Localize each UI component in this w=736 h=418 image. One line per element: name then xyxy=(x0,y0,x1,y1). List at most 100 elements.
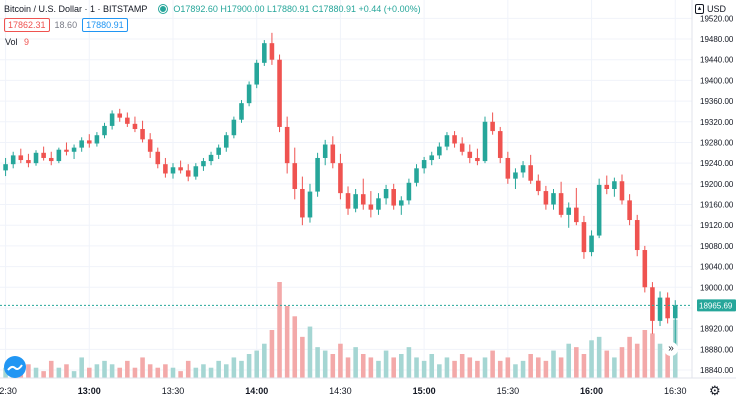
candle-body xyxy=(528,165,533,181)
volume-bar xyxy=(376,360,381,378)
candle-layer xyxy=(3,32,678,345)
time-tick-label: 13:00 xyxy=(78,386,101,396)
volume-bar xyxy=(208,367,214,378)
volume-bar xyxy=(383,350,389,378)
volume-bar xyxy=(513,364,518,378)
volume-bar xyxy=(551,350,556,378)
candle-body xyxy=(163,164,168,174)
volume-bar xyxy=(444,357,450,378)
candle-body xyxy=(406,182,412,201)
time-tick-label: 16:00 xyxy=(580,386,603,396)
symbol-title[interactable]: Bitcoin / U.S. Dollar · 1 · BITSTAMP xyxy=(4,4,148,14)
last-price-value: 18965.69 xyxy=(699,301,733,310)
volume-bar xyxy=(353,347,358,378)
candle-body xyxy=(414,168,419,183)
ohlc-values: O17892.60 H17900.00 L17880.91 C17880.91 … xyxy=(173,4,421,14)
price-tick-label: 19000.00 xyxy=(700,283,734,292)
volume-bar xyxy=(406,347,412,378)
volume-bar xyxy=(475,360,480,378)
time-axis: 12:30 13:00 13:30 14:00 14:30 15:00 15:30 16:00… xyxy=(0,386,687,396)
price-axis: 19520.00 19480.00 19440.00 19400.00 19360.00… xyxy=(700,14,734,375)
volume-bar xyxy=(596,336,602,378)
candle-body xyxy=(18,155,24,161)
candle-body xyxy=(619,181,625,201)
chart-legend: Bitcoin / U.S. Dollar · 1 · BITSTAMP O17… xyxy=(4,2,421,16)
price-tick-label: 19240.00 xyxy=(700,159,734,168)
price-tick-label: 19120.00 xyxy=(700,221,734,230)
candle-body xyxy=(185,170,191,177)
volume-bar xyxy=(64,364,69,378)
price-tick-label: 19320.00 xyxy=(700,118,734,127)
volume-bar xyxy=(497,360,503,378)
candle-body xyxy=(87,140,92,144)
time-tick-label: 15:30 xyxy=(497,386,520,396)
candle-body xyxy=(391,189,396,206)
volume-bar xyxy=(33,367,39,378)
volume-bar xyxy=(421,360,427,378)
price-tick-label: 18880.00 xyxy=(700,345,734,354)
volume-bar xyxy=(269,330,275,378)
price-tick-label: 18920.00 xyxy=(700,325,734,334)
candle-body xyxy=(551,193,556,205)
candle-body xyxy=(444,135,450,147)
candle-body xyxy=(437,146,442,156)
candle-body xyxy=(535,180,541,192)
double-chevron-right-icon[interactable]: » xyxy=(664,342,678,356)
volume-value: 9 xyxy=(24,37,30,47)
candle-body xyxy=(497,131,503,158)
candle-body xyxy=(64,149,69,152)
volume-bar xyxy=(452,360,457,378)
candle-body xyxy=(596,184,602,236)
candle-body xyxy=(459,143,465,152)
volume-bar xyxy=(155,367,161,378)
candle-body xyxy=(574,207,579,223)
ask-price[interactable]: 17880.91 xyxy=(82,18,128,32)
volume-bar xyxy=(117,367,123,378)
candle-body xyxy=(307,191,313,218)
candle-body xyxy=(376,198,381,210)
tradingview-logo-icon[interactable] xyxy=(4,356,26,378)
candle-body xyxy=(543,191,549,205)
price-tick-label: 19200.00 xyxy=(700,180,734,189)
candle-body xyxy=(475,157,480,162)
candle-body xyxy=(650,287,655,321)
volume-bar xyxy=(566,343,572,378)
candle-body xyxy=(383,189,389,199)
volume-bar xyxy=(132,367,138,378)
volume-bar xyxy=(277,282,282,378)
candle-body xyxy=(505,157,511,179)
currency-label[interactable]: USD xyxy=(707,4,727,14)
gear-icon[interactable]: ⚙ xyxy=(709,383,721,398)
volume-bar xyxy=(650,333,655,378)
volume-label[interactable]: Vol xyxy=(5,37,18,47)
market-status-icon xyxy=(159,5,168,13)
volume-bar xyxy=(634,343,640,378)
candle-body xyxy=(48,157,54,162)
candle-body xyxy=(520,165,526,173)
price-tick-label: 19160.00 xyxy=(700,201,734,210)
volume-bar xyxy=(490,350,495,378)
candle-body xyxy=(10,155,16,165)
candle-body xyxy=(657,297,663,321)
bid-price[interactable]: 17862.31 xyxy=(4,18,50,32)
candle-body xyxy=(612,181,617,189)
lock-arrow-icon[interactable]: ▴ xyxy=(695,4,704,14)
candle-body xyxy=(56,149,62,162)
volume-bar xyxy=(71,371,77,378)
volume-bar xyxy=(102,360,107,378)
price-tick-label: 19360.00 xyxy=(700,97,734,106)
volume-bar xyxy=(543,360,549,378)
candle-body xyxy=(170,167,176,174)
candle-body xyxy=(634,220,640,251)
volume-bar xyxy=(48,360,54,378)
volume-bar xyxy=(665,347,670,378)
volume-bar xyxy=(505,357,511,378)
volume-bar xyxy=(26,364,31,378)
volume-bar xyxy=(315,347,320,378)
volume-bar xyxy=(246,354,252,378)
candle-body xyxy=(421,160,427,169)
candle-body xyxy=(41,152,46,158)
candle-body xyxy=(581,222,587,253)
